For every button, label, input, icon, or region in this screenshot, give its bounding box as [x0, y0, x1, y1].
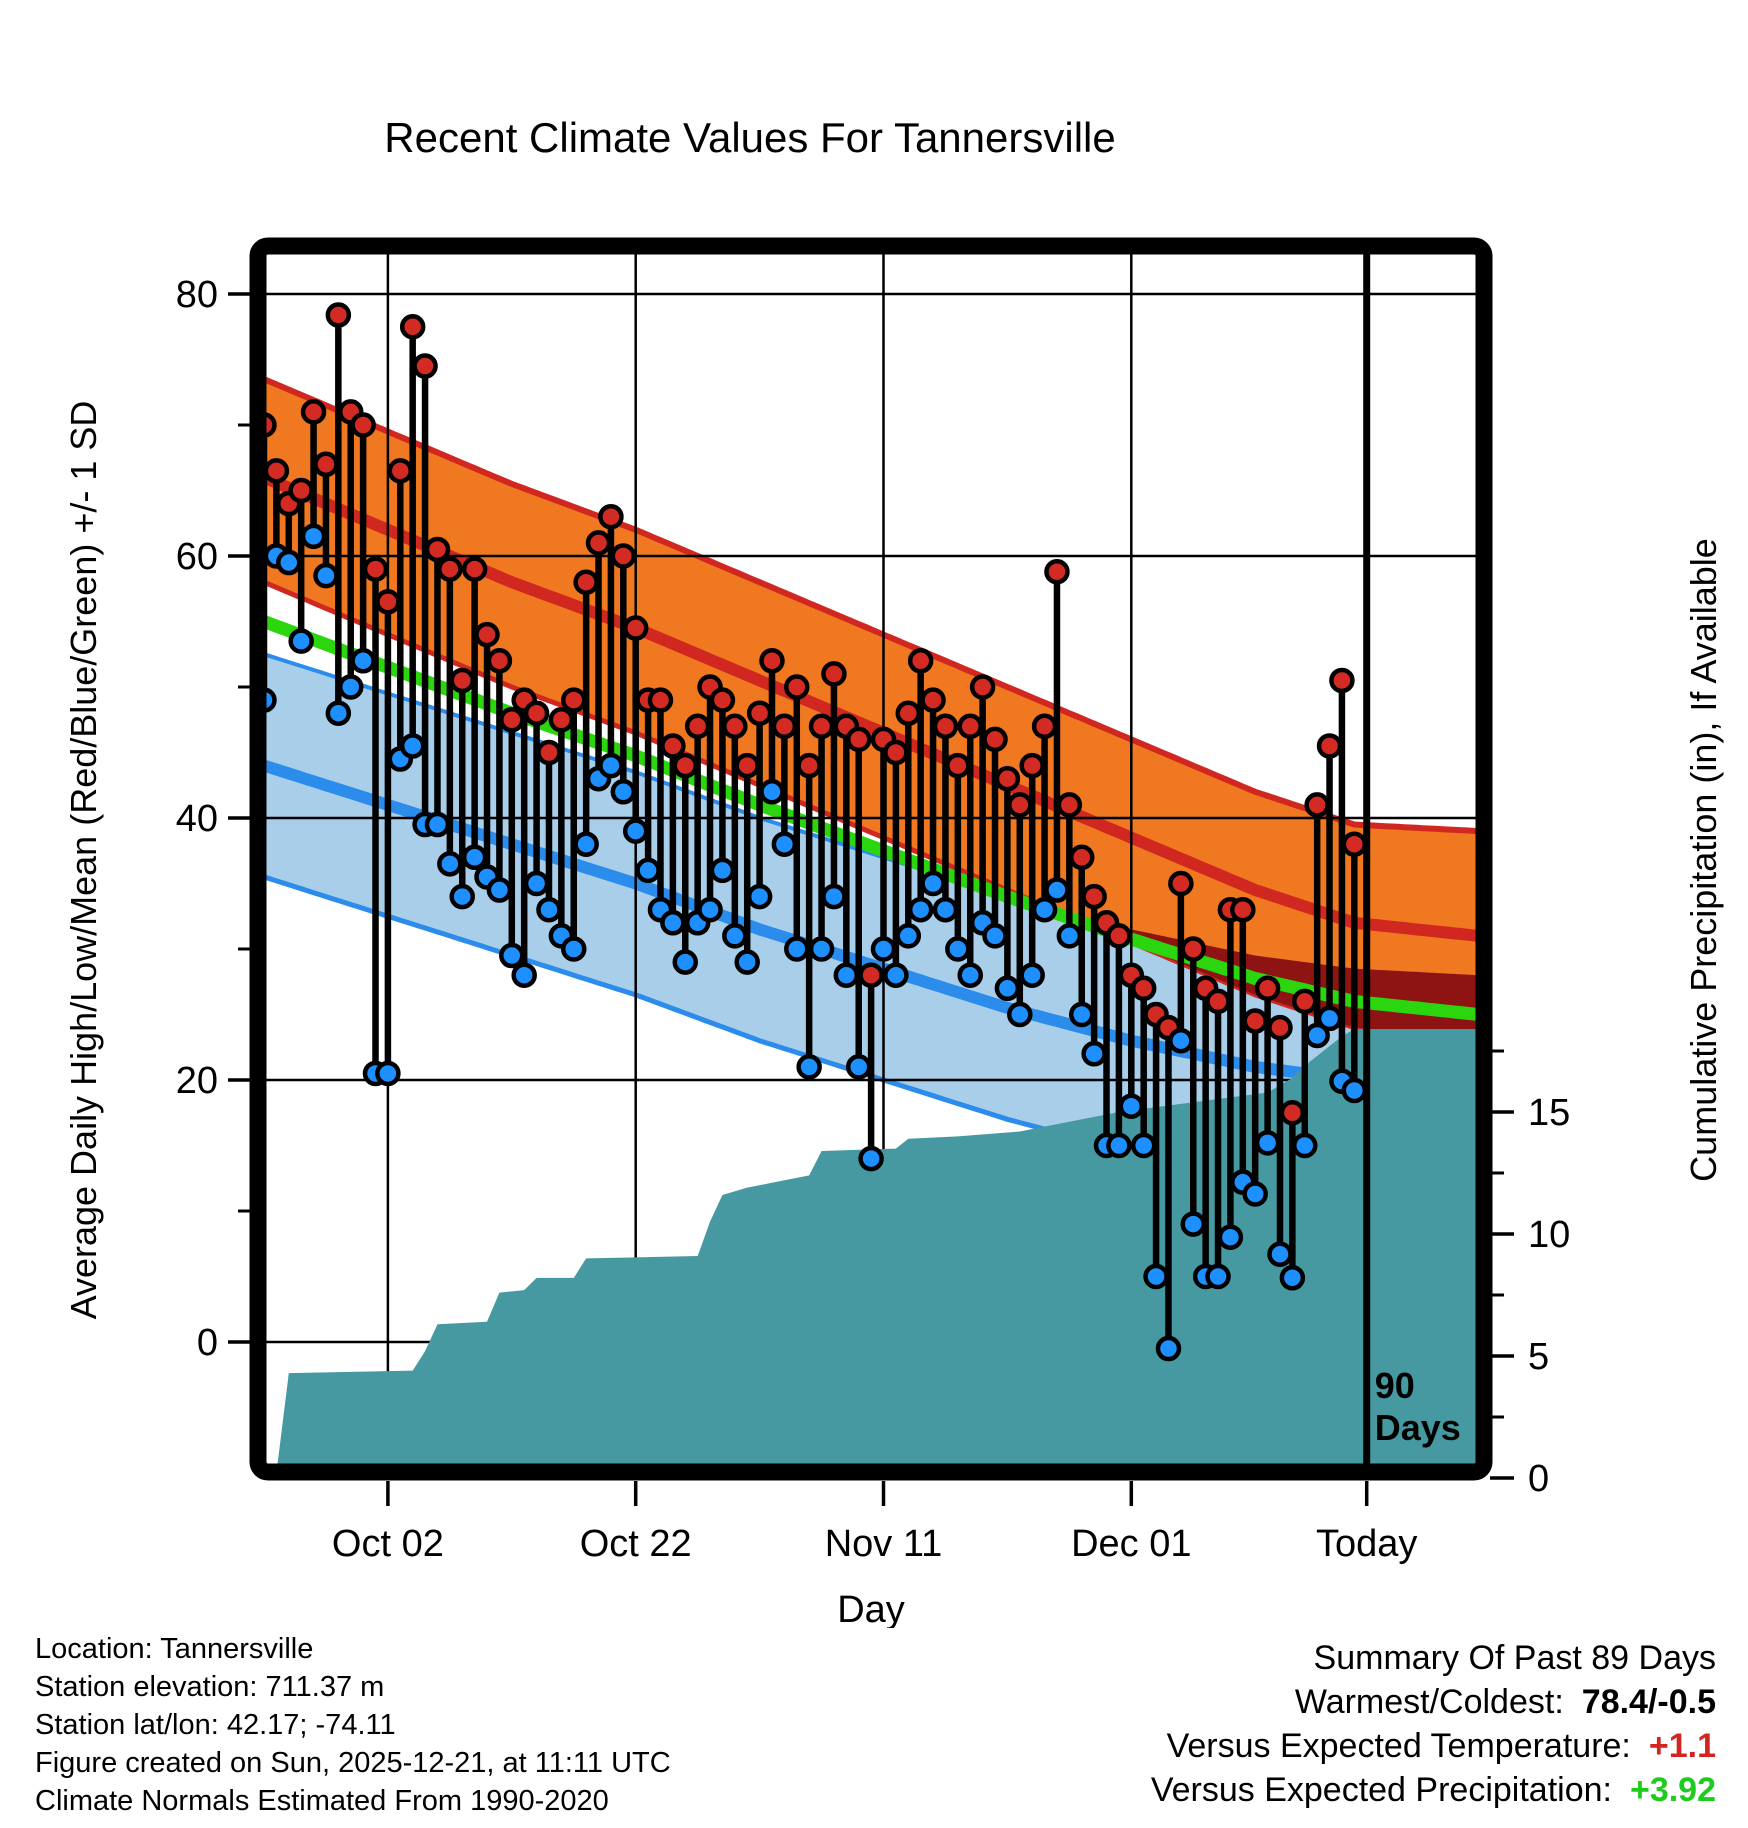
summary-vs-temperature-label: Versus Expected Temperature: — [1166, 1727, 1631, 1765]
summary-vs-temperature-value: +1.1 — [1648, 1727, 1716, 1765]
summary-warmest-coldest: Warmest/Coldest: 78.4/-0.5 — [816, 1680, 1716, 1724]
station-elevation: Station elevation: 711.37 m — [35, 1671, 385, 1703]
axes: 80 60 40 20 0 15 10 5 0 Oct 02 Oct 22 Nov 11 Dec 01 T… — [176, 274, 1571, 1565]
station-latlon: Station lat/lon: 42.17; -74.11 — [35, 1709, 396, 1741]
summary-warmest-coldest-label: Warmest/Coldest: — [1294, 1683, 1564, 1721]
climate-normals-note: Climate Normals Estimated From 1990-2020 — [35, 1785, 609, 1817]
figure-created: Figure created on Sun, 2025-12-21, at 11… — [35, 1747, 671, 1779]
svg-text:20: 20 — [176, 1060, 218, 1102]
svg-text:0: 0 — [1528, 1458, 1549, 1500]
summary-vs-precipitation-label: Versus Expected Precipitation: — [1150, 1771, 1612, 1809]
y-axis-right-title: Cumulative Precipitation (in), If Availa… — [1683, 538, 1724, 1182]
svg-text:60: 60 — [176, 536, 218, 578]
svg-text:90: 90 — [1375, 1365, 1415, 1406]
x-axis-title: Day — [837, 1589, 905, 1628]
x-tick-label: Oct 22 — [580, 1523, 692, 1565]
summary-vs-precipitation-value: +3.92 — [1629, 1771, 1716, 1809]
chart-title: Recent Climate Values For Tannersville — [384, 114, 1115, 161]
summary-panel: Summary Of Past 89 Days Warmest/Coldest:… — [816, 1636, 1716, 1812]
svg-text:Days: Days — [1375, 1407, 1461, 1448]
summary-vs-precipitation: Versus Expected Precipitation: +3.92 — [816, 1768, 1716, 1812]
svg-text:40: 40 — [176, 798, 218, 840]
summary-warmest-coldest-value: 78.4/-0.5 — [1581, 1683, 1716, 1721]
svg-text:10: 10 — [1528, 1214, 1570, 1256]
svg-text:15: 15 — [1528, 1092, 1570, 1134]
y-axis-left-title: Average Daily High/Low/Mean (Red/Blue/Gr… — [63, 401, 104, 1320]
x-tick-label: Today — [1316, 1523, 1417, 1565]
summary-vs-temperature: Versus Expected Temperature: +1.1 — [816, 1724, 1716, 1768]
x-tick-label: Oct 02 — [332, 1523, 444, 1565]
plot-frame — [249, 237, 1493, 1481]
station-location: Location: Tannersville — [35, 1633, 314, 1665]
x-tick-label: Dec 01 — [1071, 1523, 1191, 1565]
svg-text:0: 0 — [197, 1322, 218, 1364]
summary-title: Summary Of Past 89 Days — [1313, 1639, 1716, 1677]
station-info: Location: Tannersville Station elevation… — [35, 1630, 795, 1820]
x-tick-label: Nov 11 — [825, 1523, 943, 1565]
daily-high-low-stems — [262, 302, 1368, 1362]
svg-text:5: 5 — [1528, 1336, 1549, 1378]
svg-text:80: 80 — [176, 274, 218, 316]
